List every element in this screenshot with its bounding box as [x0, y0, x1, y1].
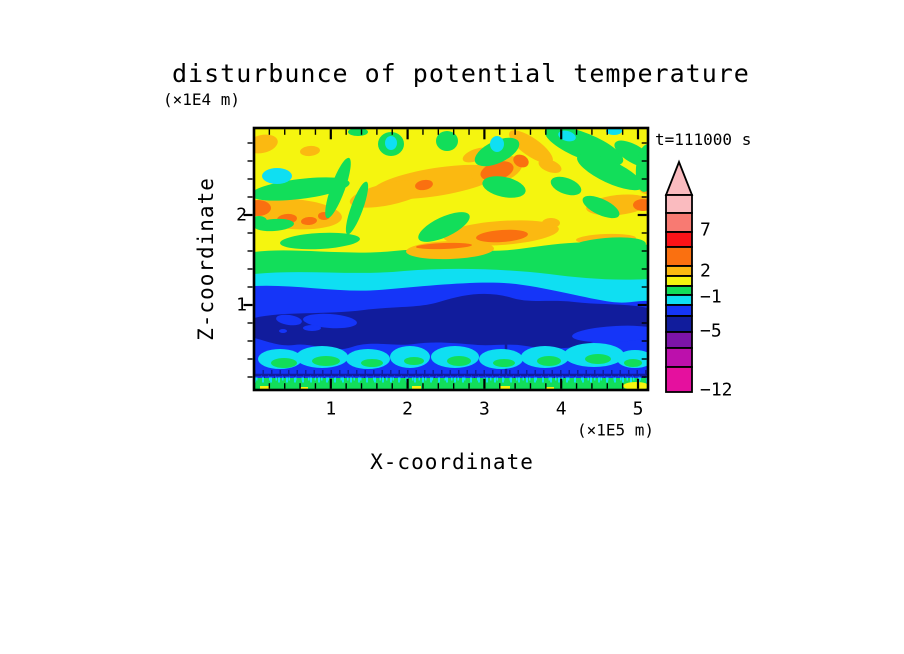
axis-ticks [243, 129, 647, 389]
colorbar-tick-label: −12 [700, 379, 733, 401]
y-tick-label: 1 [236, 294, 247, 316]
y-axis-title: Z-coordinate [194, 177, 218, 341]
colorbar-tick-label: 2 [700, 260, 711, 282]
x-axis-unit: (×1E5 m) [576, 420, 654, 440]
chart-title: disturbunce of potential temperature [172, 59, 750, 88]
colorbar [660, 150, 740, 400]
contour-plot [243, 126, 650, 392]
y-axis-unit: (×1E4 m) [163, 90, 241, 109]
colorbar-tick-label: −5 [700, 320, 722, 342]
colorbar-tick-label: −1 [700, 286, 722, 308]
plot-border [252, 126, 650, 392]
colorbar-svg [664, 159, 694, 393]
contour-plot-svg [243, 126, 650, 392]
x-axis-title: X-coordinate [370, 450, 534, 474]
x-tick-label: 3 [478, 398, 490, 420]
x-tick-label: 1 [325, 398, 337, 420]
x-tick-label: 2 [402, 398, 414, 420]
y-tick-label: 2 [236, 204, 247, 226]
x-tick-label: 5 [632, 398, 644, 420]
colorbar-tick-label: 7 [700, 219, 711, 241]
contour-field [254, 128, 648, 390]
time-annotation: t=111000 s [655, 130, 752, 149]
x-tick-label: 4 [555, 398, 567, 420]
